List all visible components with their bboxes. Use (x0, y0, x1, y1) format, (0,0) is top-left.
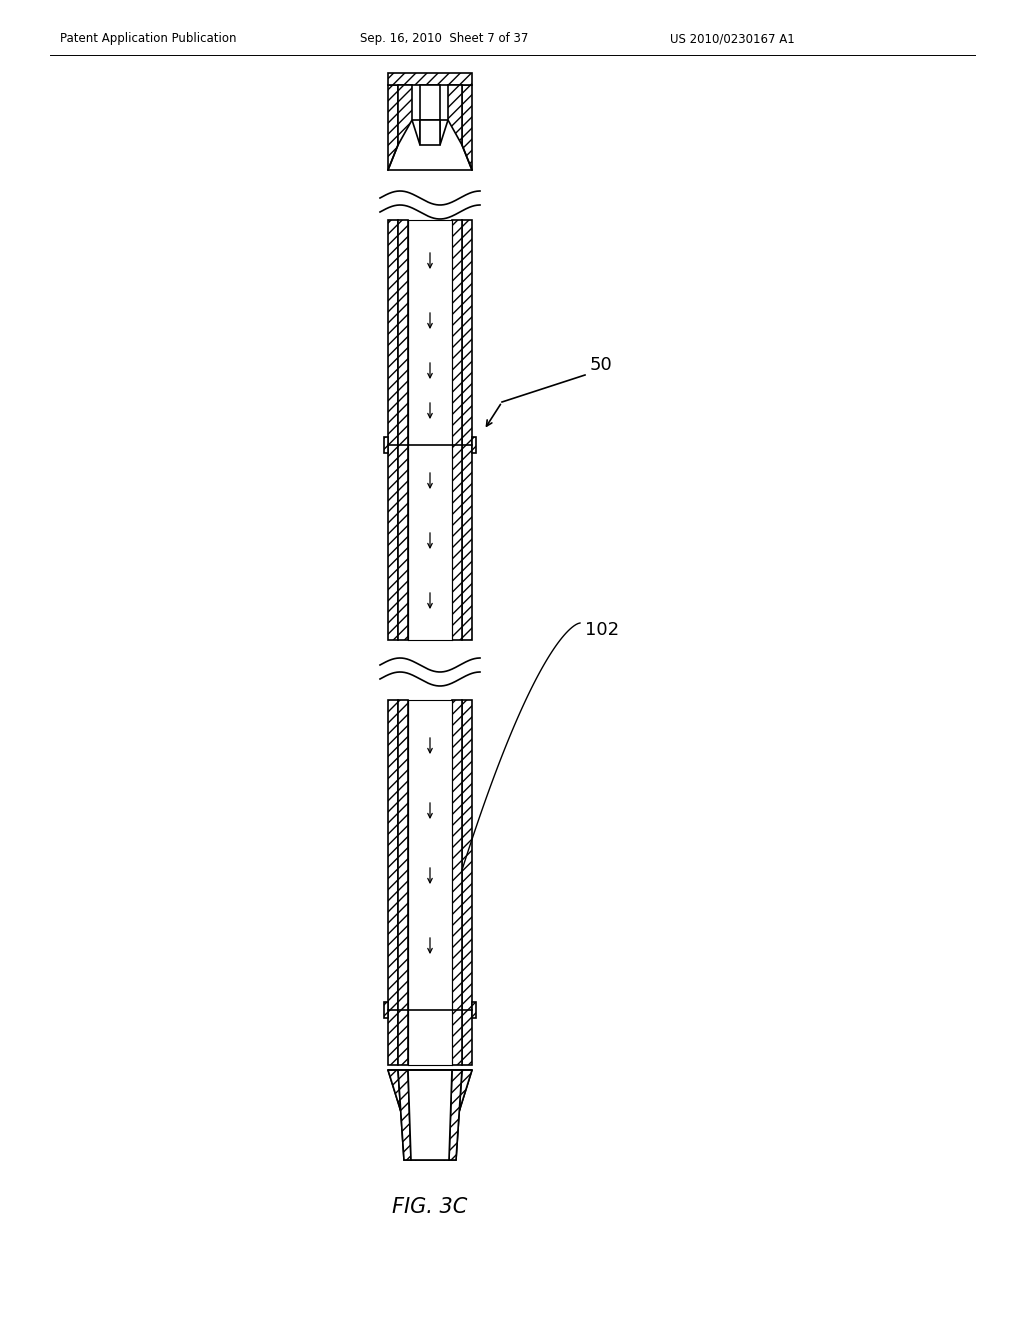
Polygon shape (388, 1071, 472, 1160)
Polygon shape (398, 84, 412, 145)
Text: Patent Application Publication: Patent Application Publication (60, 32, 237, 45)
Polygon shape (398, 1071, 411, 1160)
Polygon shape (449, 84, 462, 145)
Bar (398, 220, 408, 640)
Text: FIG. 3C: FIG. 3C (392, 1197, 467, 1217)
Bar (398, 700, 408, 1065)
Bar (388, 220, 398, 640)
Text: 102: 102 (585, 620, 620, 639)
Bar (472, 1002, 476, 1018)
Bar (462, 700, 472, 1065)
Bar (384, 437, 388, 453)
Polygon shape (412, 84, 449, 145)
Bar (452, 220, 462, 640)
Polygon shape (388, 84, 398, 170)
Polygon shape (408, 1071, 452, 1160)
Bar (388, 700, 398, 1065)
Text: Sep. 16, 2010  Sheet 7 of 37: Sep. 16, 2010 Sheet 7 of 37 (360, 32, 528, 45)
Bar (388, 73, 472, 84)
Bar (420, 120, 440, 145)
Bar (408, 220, 452, 640)
Polygon shape (444, 1071, 472, 1160)
Text: 50: 50 (590, 356, 612, 374)
Text: US 2010/0230167 A1: US 2010/0230167 A1 (670, 32, 795, 45)
Polygon shape (449, 1071, 462, 1160)
Bar (462, 220, 472, 640)
Polygon shape (388, 1071, 416, 1160)
Polygon shape (462, 84, 472, 170)
Bar (452, 700, 462, 1065)
Bar (384, 1002, 388, 1018)
Bar (472, 437, 476, 453)
Bar (408, 700, 452, 1065)
